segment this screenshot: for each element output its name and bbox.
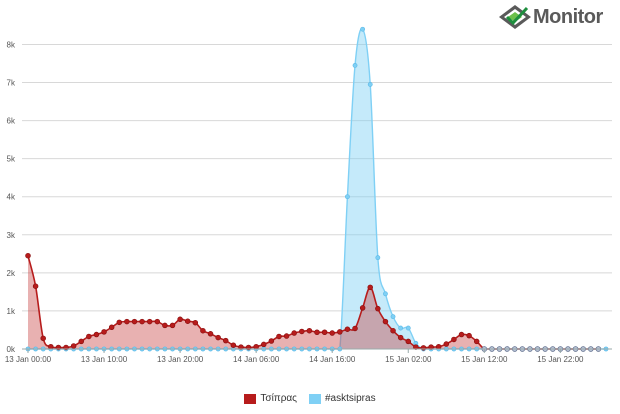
data-point-tsipras bbox=[458, 331, 465, 338]
data-point-tsipras bbox=[93, 331, 100, 338]
data-point-tsipras bbox=[222, 337, 229, 344]
grid-lines bbox=[22, 43, 612, 312]
data-point-tsipras bbox=[329, 330, 335, 336]
data-point-tsipras bbox=[451, 336, 457, 343]
x-tick-label: 14 Jan 16:00 bbox=[309, 355, 356, 364]
data-point-tsipras bbox=[139, 318, 145, 325]
x-tick-label: 15 Jan 02:00 bbox=[385, 355, 432, 364]
y-tick-label: 7k bbox=[7, 79, 16, 88]
data-point-tsipras bbox=[177, 316, 183, 323]
data-point-asktsipras bbox=[383, 291, 388, 297]
data-point-tsipras bbox=[207, 331, 214, 337]
series-areas bbox=[27, 28, 606, 350]
data-point-tsipras bbox=[359, 305, 366, 311]
data-point-tsipras bbox=[405, 338, 412, 345]
logo-text: Monitor bbox=[533, 5, 603, 28]
data-point-tsipras bbox=[86, 333, 92, 340]
data-point-tsipras bbox=[382, 318, 389, 325]
chart-legend: Τσίπρας #asktsipras bbox=[0, 393, 620, 404]
data-point-asktsipras bbox=[352, 62, 358, 68]
series-line-asktsipras bbox=[28, 28, 606, 350]
y-tick-label: 1k bbox=[7, 307, 16, 316]
y-tick-label: 4k bbox=[7, 193, 16, 202]
legend-label-tsipras: Τσίπρας bbox=[260, 393, 297, 404]
data-point-tsipras bbox=[299, 328, 305, 335]
legend-item-tsipras[interactable]: Τσίπρας bbox=[244, 393, 297, 404]
data-point-tsipras bbox=[162, 322, 168, 329]
data-point-tsipras bbox=[337, 329, 343, 335]
data-point-asktsipras bbox=[360, 26, 366, 32]
data-point-tsipras bbox=[146, 318, 153, 325]
y-tick-label: 8k bbox=[7, 40, 16, 49]
data-point-tsipras bbox=[184, 318, 191, 324]
data-point-asktsipras bbox=[405, 325, 411, 331]
data-point-tsipras bbox=[276, 333, 282, 340]
data-point-tsipras bbox=[32, 283, 39, 289]
data-point-tsipras bbox=[397, 334, 404, 341]
data-markers bbox=[25, 26, 609, 352]
data-point-tsipras bbox=[435, 343, 442, 350]
x-axis: 13 Jan 00:00 13 Jan 10:00 13 Jan 20:00 14 J… bbox=[5, 348, 612, 364]
x-tick-label: 15 Jan 22:00 bbox=[537, 355, 584, 364]
data-point-tsipras bbox=[443, 341, 450, 347]
data-point-tsipras bbox=[131, 318, 138, 325]
y-tick-label: 2k bbox=[7, 269, 16, 278]
data-point-tsipras bbox=[375, 305, 381, 312]
data-point-tsipras bbox=[70, 343, 77, 349]
x-tick-label: 14 Jan 06:00 bbox=[233, 355, 280, 364]
diamond-logo-icon bbox=[499, 5, 531, 29]
data-point-tsipras bbox=[253, 343, 259, 350]
data-point-tsipras bbox=[344, 326, 351, 332]
data-point-tsipras bbox=[230, 342, 237, 348]
data-point-tsipras bbox=[352, 325, 358, 332]
data-point-tsipras bbox=[25, 252, 31, 259]
data-point-tsipras bbox=[124, 318, 130, 325]
y-tick-label: 5k bbox=[7, 155, 16, 164]
data-point-tsipras bbox=[200, 327, 206, 334]
data-point-tsipras bbox=[283, 333, 290, 339]
y-tick-label: 6k bbox=[7, 117, 16, 126]
legend-item-asktsipras[interactable]: #asktsipras bbox=[309, 393, 376, 404]
data-point-tsipras bbox=[268, 338, 275, 344]
data-point-tsipras bbox=[314, 329, 320, 336]
x-tick-label: 15 Jan 12:00 bbox=[461, 355, 508, 364]
data-point-tsipras bbox=[154, 318, 161, 325]
legend-label-asktsipras: #asktsipras bbox=[325, 393, 376, 404]
data-point-tsipras bbox=[78, 338, 84, 345]
series-area-tsipras bbox=[28, 255, 606, 349]
y-axis-tick-labels: 0k 1k 2k 3k 4k 5k 6k 7k 8k bbox=[7, 40, 16, 354]
data-point-tsipras bbox=[215, 334, 221, 341]
data-point-asktsipras bbox=[367, 82, 373, 87]
data-point-asktsipras bbox=[390, 314, 396, 320]
y-tick-label: 0k bbox=[7, 345, 16, 354]
data-point-tsipras bbox=[367, 284, 373, 291]
data-point-tsipras bbox=[40, 335, 46, 342]
data-point-tsipras bbox=[466, 332, 472, 339]
data-point-tsipras bbox=[116, 319, 123, 326]
data-point-tsipras bbox=[291, 330, 297, 336]
data-point-asktsipras bbox=[345, 194, 350, 200]
x-tick-label: 13 Jan 20:00 bbox=[157, 355, 204, 364]
data-point-tsipras bbox=[101, 329, 107, 335]
data-point-asktsipras bbox=[398, 325, 404, 331]
legend-swatch-asktsipras bbox=[309, 393, 321, 404]
data-point-tsipras bbox=[321, 329, 328, 336]
x-tick-label: 13 Jan 10:00 bbox=[81, 355, 128, 364]
y-tick-label: 3k bbox=[7, 231, 16, 240]
data-point-tsipras bbox=[390, 327, 396, 334]
data-point-tsipras bbox=[169, 322, 176, 329]
legend-swatch-tsipras bbox=[244, 393, 257, 404]
monitor-logo: Monitor bbox=[498, 4, 614, 30]
data-point-tsipras bbox=[473, 338, 480, 345]
data-point-tsipras bbox=[48, 343, 54, 350]
data-point-tsipras bbox=[306, 327, 313, 334]
x-tick-label: 13 Jan 00:00 bbox=[5, 355, 52, 364]
series-area-asktsipras bbox=[28, 28, 606, 349]
data-point-tsipras bbox=[261, 341, 267, 348]
data-point-asktsipras bbox=[375, 255, 381, 261]
data-point-tsipras bbox=[192, 319, 199, 326]
data-point-tsipras bbox=[108, 324, 115, 331]
data-point-tsipras bbox=[420, 345, 427, 351]
